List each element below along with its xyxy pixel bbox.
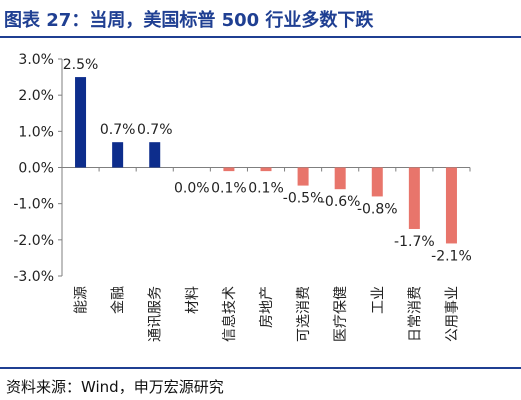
x-category-label: 金融 [111,286,127,314]
y-tick-label: 3.0% [18,52,54,68]
bar-value-label: 0.7% [137,122,173,138]
bar [260,167,272,172]
x-category-label: 可选消费 [296,286,312,342]
x-category-label: 材料 [185,286,201,314]
x-category-label: 日常消费 [407,286,423,342]
bar [75,77,87,168]
bar [297,167,309,186]
y-tick-label: 2.0% [18,88,54,104]
source-note: 资料来源：Wind，申万宏源研究 [6,378,224,396]
bar [445,167,457,244]
bar-value-label: -1.7% [394,234,435,250]
x-category-label: 公用事业 [444,286,460,342]
bar [149,142,161,168]
x-category-label: 能源 [74,286,90,314]
bar-value-label: -0.8% [357,201,398,217]
x-category-label: 工业 [370,286,386,314]
bar-value-label: -0.6% [320,194,361,210]
bar [334,167,346,190]
y-tick-label: -1.0% [13,197,54,213]
footer-divider [0,367,521,369]
bar-value-label: -2.1% [431,248,472,264]
bar-value-label: 0.1% [248,181,284,197]
x-category-label: 信息技术 [221,286,238,342]
y-tick-label: 0.0% [18,161,54,177]
x-category-label: 通讯服务 [148,286,164,342]
bar [112,142,124,168]
bar [371,167,383,197]
y-tick-label: -3.0% [13,269,54,285]
bar-value-label: 0.1% [211,181,247,197]
bar [408,167,420,229]
bar-chart: 3.0% 2.0% 1.0% 0.0% -1.0% -2.0% -3.0% 2.5% 能源 0.7… [13,52,472,342]
x-category-label: 医疗保健 [333,286,349,342]
y-tick-label: 1.0% [18,124,54,140]
bar-value-label: 0.0% [174,181,210,197]
y-tick-label: -2.0% [13,233,54,249]
bar-value-label: 2.5% [63,57,99,73]
chart-title: 图表 27：当周，美国标普 500 行业多数下跌 [4,10,374,31]
bar-value-label: -0.5% [283,191,324,207]
x-category-label: 房地产 [259,286,275,328]
bar-value-label: 0.7% [100,122,136,138]
bar [223,167,235,172]
title-divider [0,36,521,38]
